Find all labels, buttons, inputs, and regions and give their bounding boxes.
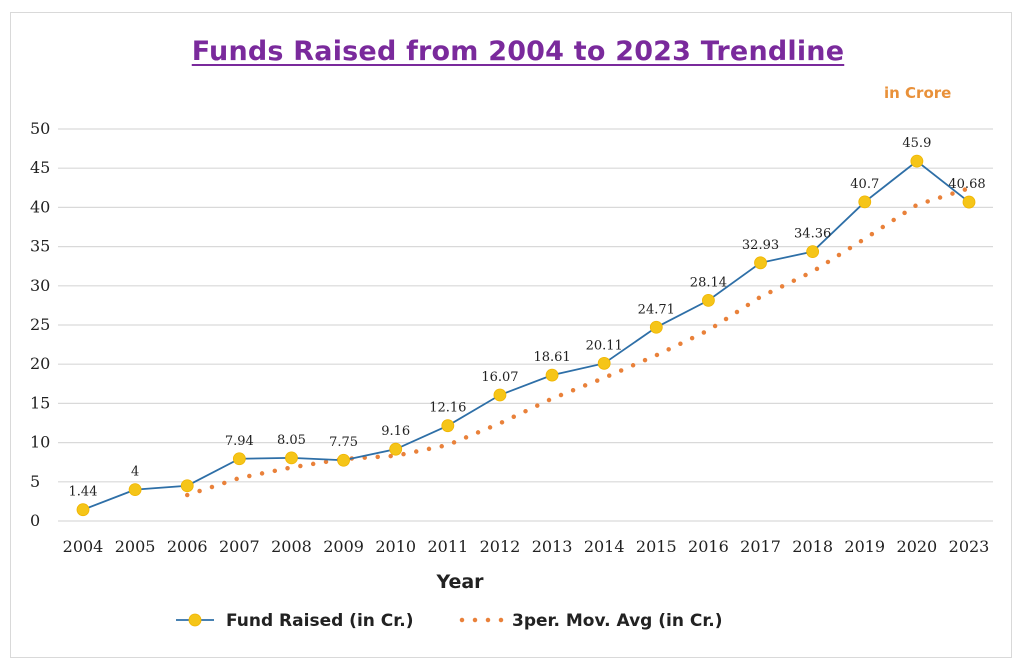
- x-axis-title: Year: [435, 571, 484, 593]
- data-labels: 1.44 4 7.94 8.05 7.75 9.16 12.16 16.07 18.61 20.1…: [69, 136, 986, 500]
- x-tick-label: 2007: [219, 537, 260, 556]
- x-tick-label: 2014: [584, 537, 625, 556]
- x-tick-label: 2018: [792, 537, 833, 556]
- moving-average-series: [184, 186, 972, 498]
- x-tick-label: 2004: [63, 537, 104, 556]
- y-tick-label: 50: [30, 119, 50, 138]
- y-tick-label: 15: [30, 393, 50, 412]
- data-label: 7.75: [329, 435, 358, 450]
- data-label: 4: [131, 465, 139, 480]
- unit-note: in Crore: [884, 84, 952, 102]
- data-label: 9.16: [381, 424, 410, 439]
- fund-raised-point: [76, 503, 90, 517]
- x-tick-label: 2013: [532, 537, 573, 556]
- data-label: 45.9: [902, 136, 931, 151]
- data-label: 8.05: [277, 433, 306, 448]
- fund-raised-point: [962, 195, 976, 209]
- legend-fund-label: Fund Raised (in Cr.): [226, 611, 413, 631]
- x-tick-label: 2020: [897, 537, 938, 556]
- data-label: 7.94: [225, 434, 254, 449]
- y-tick-label: 45: [30, 158, 50, 177]
- y-tick-label: 30: [30, 276, 50, 295]
- fund-raised-point: [806, 245, 820, 259]
- x-tick-label: 2008: [271, 537, 312, 556]
- x-tick-label: 2016: [688, 537, 729, 556]
- x-tick-label: 2011: [427, 537, 468, 556]
- x-tick-label: 2009: [323, 537, 364, 556]
- fund-raised-point: [597, 356, 611, 370]
- moving-average-line: [184, 186, 972, 498]
- x-axis-ticks: 2004 2005 2006 2007 2008 2009 2010 2011 2012 2013…: [63, 537, 990, 556]
- legend-fund-marker: [188, 613, 202, 627]
- y-tick-label: 20: [30, 354, 50, 373]
- fund-raised-point: [441, 419, 455, 433]
- data-label: 20.11: [586, 338, 623, 353]
- x-tick-label: 2006: [167, 537, 208, 556]
- fund-raised-point: [389, 442, 403, 456]
- data-label: 28.14: [690, 275, 727, 290]
- fund-raised-point: [493, 388, 507, 402]
- y-tick-label: 0: [30, 511, 40, 530]
- x-tick-label: 2005: [115, 537, 156, 556]
- legend: Fund Raised (in Cr.) 3per. Mov. Avg (in C…: [176, 611, 723, 631]
- fund-raised-point: [285, 451, 298, 465]
- fund-raised-point: [649, 320, 663, 334]
- fund-raised-point: [545, 368, 559, 382]
- y-tick-label: 10: [30, 433, 50, 452]
- data-label: 34.36: [794, 227, 831, 242]
- x-tick-label: 2019: [844, 537, 885, 556]
- x-tick-label: 2010: [375, 537, 416, 556]
- fund-raised-line: [82, 160, 970, 511]
- y-axis-ticks: 0 5 10 15 20 25 30 35 40 45 50: [30, 119, 50, 530]
- y-tick-label: 25: [30, 315, 50, 334]
- fund-raised-point: [754, 256, 767, 270]
- x-tick-label: 2017: [740, 537, 781, 556]
- chart-title: Funds Raised from 2004 to 2023 Trendline: [191, 36, 845, 67]
- legend-mavg-label: 3per. Mov. Avg (in Cr.): [512, 611, 723, 631]
- fund-raised-point: [232, 452, 246, 466]
- chart-frame: [10, 12, 1012, 658]
- data-label: 1.44: [69, 485, 98, 500]
- fund-raised-point: [858, 195, 872, 209]
- y-tick-label: 40: [30, 197, 50, 216]
- data-label: 18.61: [533, 350, 570, 365]
- x-tick-label: 2023: [949, 537, 990, 556]
- y-tick-label: 5: [30, 472, 40, 491]
- fund-raised-series: [76, 154, 976, 517]
- gridlines: [58, 128, 993, 522]
- fund-raised-point: [128, 483, 142, 497]
- data-label: 40.7: [850, 177, 879, 192]
- fund-raised-point: [910, 154, 924, 168]
- fund-raised-point: [337, 453, 350, 467]
- fund-raised-point: [702, 293, 715, 307]
- data-label: 16.07: [481, 370, 518, 385]
- x-tick-label: 2015: [636, 537, 677, 556]
- data-label: 24.71: [638, 302, 675, 317]
- data-label: 40.68: [948, 177, 985, 192]
- fund-raised-point: [180, 479, 194, 493]
- data-label: 32.93: [742, 238, 779, 253]
- data-label: 12.16: [429, 401, 466, 416]
- x-tick-label: 2012: [480, 537, 521, 556]
- y-tick-label: 35: [30, 237, 50, 256]
